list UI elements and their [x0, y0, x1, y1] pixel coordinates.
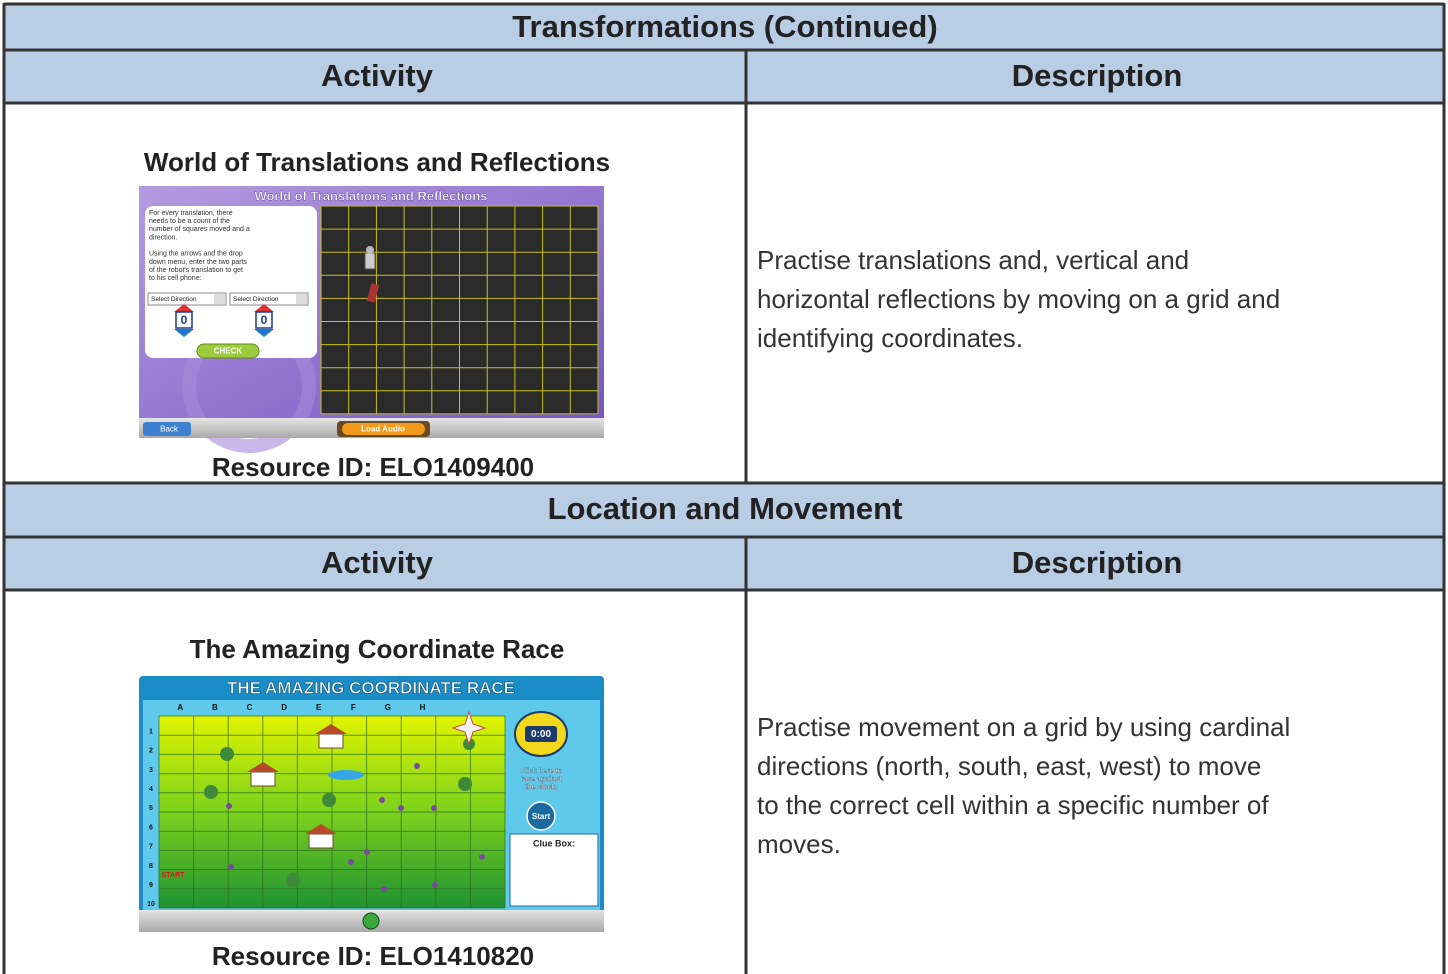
grid-row-label: 9	[149, 882, 153, 889]
column-header: Activity	[321, 58, 434, 93]
header-band	[5, 5, 1444, 103]
grid-column-label: F	[351, 703, 356, 712]
timer-prompt: the clock.	[525, 784, 557, 791]
instruction-line: direction.	[149, 234, 177, 241]
activity-title: World of Translations and Reflections	[144, 147, 610, 177]
column-header: Activity	[321, 545, 434, 580]
instruction-line: For every translation, there	[149, 210, 233, 217]
start-button[interactable]: Start	[532, 812, 551, 821]
activity-screenshot: World of Translations and Reflections Fo…	[139, 186, 604, 453]
screenshot-title: THE AMAZING COORDINATE RACE	[227, 678, 515, 697]
grid-column-label: G	[385, 703, 391, 712]
grid-row-label: 7	[149, 844, 153, 851]
instruction-line: of the robot's translation to get	[149, 267, 243, 274]
counter-value: 0	[181, 313, 188, 327]
grid-column-label: B	[212, 703, 218, 712]
grid-column-label: H	[420, 703, 426, 712]
select-label: Select Direction	[151, 296, 197, 303]
activity-screenshot: THE AMAZING COORDINATE RACE A B C D E F G H 1 2 3…	[139, 676, 604, 932]
instruction-line: needs to be a count of the	[149, 218, 230, 225]
grid-row-label: 5	[149, 805, 153, 812]
column-header: Description	[1012, 545, 1183, 580]
counter-value: 0	[261, 313, 268, 327]
description-line: Practise translations and, vertical and	[757, 245, 1189, 275]
timer: 0:00	[531, 729, 551, 740]
instruction-line: to his cell phone:	[149, 275, 202, 282]
description: Practise movement on a grid by using car…	[757, 712, 1290, 859]
timer-prompt: Click here to	[520, 768, 562, 775]
grid-row-label: 4	[149, 786, 153, 793]
activity-title: The Amazing Coordinate Race	[190, 634, 565, 664]
clue-box-label: Clue Box:	[533, 838, 575, 848]
description-line: horizontal reflections by moving on a gr…	[757, 284, 1280, 314]
timer-prompt: race against	[521, 776, 563, 783]
screenshot-title: World of Translations and Reflections	[254, 188, 487, 203]
grid-row-label: 10	[147, 901, 155, 908]
start-label: START	[162, 872, 186, 879]
description-line: to the correct cell within a specific nu…	[757, 790, 1269, 820]
grid-row-label: 3	[149, 767, 153, 774]
description-line: moves.	[757, 829, 841, 859]
audio-button[interactable]: Load Audio	[361, 425, 405, 434]
back-button[interactable]: Back	[160, 425, 179, 434]
grid-column-label: D	[281, 703, 287, 712]
column-header: Description	[1012, 58, 1183, 93]
grid-column-label: C	[247, 703, 253, 712]
select-label: Select Direction	[233, 296, 279, 303]
grid-column-label: E	[316, 703, 322, 712]
description-line: identifying coordinates.	[757, 323, 1023, 353]
section-title: Location and Movement	[548, 491, 903, 526]
description-line: Practise movement on a grid by using car…	[757, 712, 1290, 742]
instruction-line: down menu, enter the two parts	[149, 259, 248, 266]
grid-row-label: 2	[149, 748, 153, 755]
instruction-line: number of squares moved and a	[149, 226, 250, 233]
description: Practise translations and, vertical and h…	[757, 245, 1280, 353]
grid-row-label: 1	[149, 728, 153, 735]
grid-column-label: A	[177, 703, 183, 712]
grid-row-label: 6	[149, 824, 153, 831]
check-button[interactable]: CHECK	[214, 347, 243, 356]
resource-id: Resource ID: ELO1410820	[212, 941, 534, 971]
grid-row-label: 8	[149, 863, 153, 870]
instruction-line: Using the arrows and the drop	[149, 251, 243, 258]
resource-id: Resource ID: ELO1409400	[212, 452, 534, 482]
section-title: Transformations (Continued)	[512, 9, 937, 44]
description-line: directions (north, south, east, west) to…	[757, 751, 1261, 781]
